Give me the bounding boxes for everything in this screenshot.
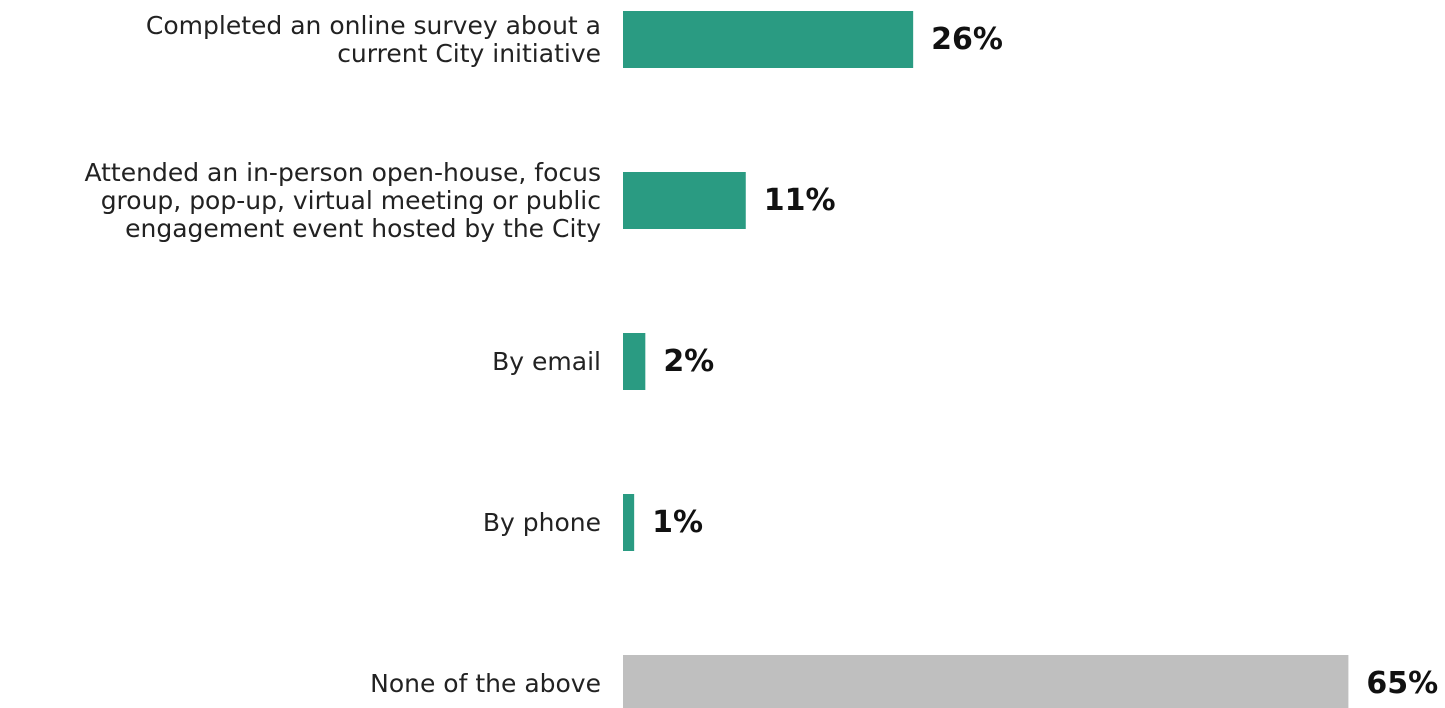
category-label-line: By phone bbox=[483, 508, 601, 537]
category-label-line: Attended an in-person open-house, focus bbox=[84, 158, 601, 187]
category-label-line: group, pop-up, virtual meeting or public bbox=[101, 186, 601, 215]
category-label-line: engagement event hosted by the City bbox=[125, 214, 601, 243]
category-label-line: Completed an online survey about a bbox=[146, 11, 601, 40]
category-label-line: None of the above bbox=[370, 669, 601, 698]
category-label-0: Completed an online survey about a curren… bbox=[146, 11, 601, 68]
category-label-3: By phone bbox=[483, 508, 601, 537]
value-label-0: 26% bbox=[931, 22, 1003, 57]
bars-group bbox=[623, 11, 1349, 708]
value-label-3: 1% bbox=[652, 505, 703, 540]
bar-0 bbox=[623, 11, 914, 68]
bar-4 bbox=[623, 655, 1349, 708]
category-label-2: By email bbox=[492, 347, 601, 376]
category-labels-group: Completed an online survey about a curren… bbox=[84, 11, 601, 698]
value-labels-group: 26% 11% 2% 1% 65% bbox=[652, 22, 1438, 701]
value-label-2: 2% bbox=[663, 344, 714, 379]
category-label-line: current City initiative bbox=[337, 39, 601, 68]
category-label-4: None of the above bbox=[370, 669, 601, 698]
value-label-1: 11% bbox=[764, 183, 836, 218]
value-label-4: 65% bbox=[1366, 666, 1438, 701]
bar-3 bbox=[623, 494, 635, 551]
category-label-1: Attended an in-person open-house, focus g… bbox=[84, 158, 601, 243]
bar-1 bbox=[623, 172, 746, 229]
category-label-line: By email bbox=[492, 347, 601, 376]
bar-2 bbox=[623, 333, 646, 390]
